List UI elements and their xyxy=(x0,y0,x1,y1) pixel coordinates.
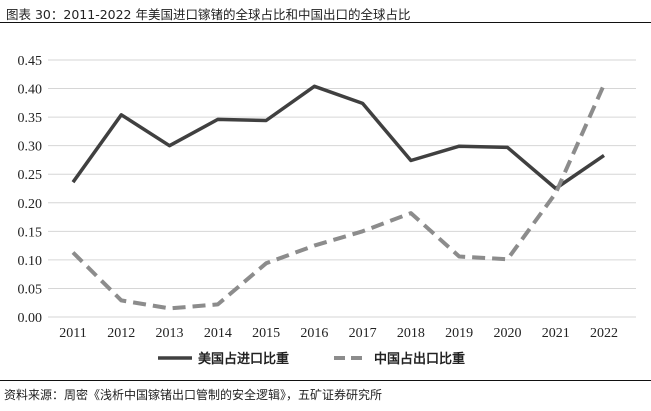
y-tick-label: 0.45 xyxy=(18,54,43,69)
y-tick-label: 0.20 xyxy=(18,197,43,212)
x-tick-label: 2021 xyxy=(542,326,570,341)
x-tick-label: 2013 xyxy=(156,326,184,341)
source-note: 资料来源：周密《浅析中国镓锗出口管制的安全逻辑》，五矿证券研究所 xyxy=(4,388,383,402)
legend: 美国占进口比重 中国占出口比重 xyxy=(158,351,465,367)
x-tick-label: 2016 xyxy=(300,326,328,341)
series-line-1 xyxy=(71,84,605,191)
series-line-2 xyxy=(71,83,606,311)
y-axis-tick-labels: 0.00 0.05 0.10 0.15 0.20 0.25 0.30 0.35 0.40 0.45 xyxy=(18,54,43,326)
x-tick-label: 2014 xyxy=(204,326,232,341)
legend-label-2: 中国占出口比重 xyxy=(374,351,465,367)
x-tick-label: 2017 xyxy=(349,326,377,341)
x-tick-label: 2012 xyxy=(107,326,135,341)
figure-caption: 图表 30：2011-2022 年美国进口镓锗的全球占比和中国出口的全球占比 xyxy=(6,7,411,22)
series-lines xyxy=(71,83,606,311)
y-tick-label: 0.00 xyxy=(18,311,43,326)
y-tick-label: 0.05 xyxy=(18,282,43,297)
legend-label-1: 美国占进口比重 xyxy=(198,351,289,367)
y-tick-label: 0.15 xyxy=(18,225,43,240)
x-axis-tick-labels: 2011 2012 2013 2014 2015 2016 2017 2018 2019 2020… xyxy=(59,326,618,341)
x-tick-label: 2020 xyxy=(493,326,521,341)
x-tick-label: 2015 xyxy=(252,326,280,341)
x-tick-label: 2022 xyxy=(590,326,618,341)
x-tick-label: 2018 xyxy=(397,326,425,341)
y-tick-label: 0.25 xyxy=(18,168,43,183)
y-tick-label: 0.35 xyxy=(18,111,43,126)
caption-divider xyxy=(0,22,651,23)
gridlines xyxy=(48,59,636,318)
y-tick-label: 0.40 xyxy=(18,83,43,98)
x-tick-label: 2019 xyxy=(445,326,473,341)
source-divider xyxy=(0,380,651,381)
y-tick-label: 0.10 xyxy=(18,254,43,269)
y-tick-label: 0.30 xyxy=(18,140,43,155)
x-tick-label: 2011 xyxy=(59,326,86,341)
